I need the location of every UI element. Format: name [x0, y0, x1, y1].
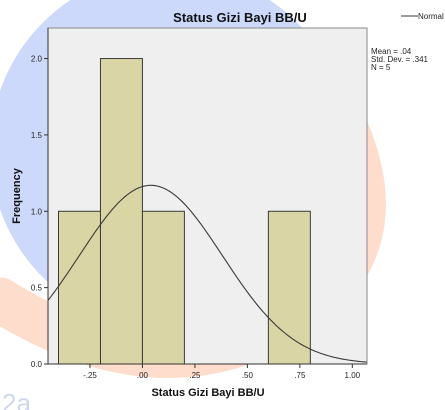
x-tick-label: .50 [242, 371, 254, 380]
y-tick-label: 1.5 [31, 131, 43, 140]
y-tick-label: 1.0 [31, 207, 43, 216]
legend: Normal [401, 12, 444, 21]
x-tick-label: .00 [137, 371, 149, 380]
histogram-bar [99, 58, 143, 365]
watermark-text: 2a [2, 388, 31, 410]
chart-title: Status Gizi Bayi BB/U [173, 10, 307, 25]
y-tick-label: 0.5 [31, 284, 43, 293]
y-tick-label: 2.0 [31, 55, 43, 64]
stats-std-dev: Std. Dev. = .341 [371, 55, 429, 64]
histogram-bar [141, 210, 185, 365]
x-tick-label: .75 [294, 371, 306, 380]
normal-curve [47, 184, 368, 363]
stats-n: N = 5 [371, 63, 391, 72]
x-tick-label: -.25 [83, 371, 97, 380]
histogram-bar [57, 210, 101, 365]
histogram-bars [57, 58, 311, 365]
y-axis-title: Frequency [11, 167, 23, 224]
histogram-bar [267, 210, 311, 365]
axes: -.25 .00 .25 .50 .75 1.00 0.0 0.5 1.0 1.5 2.0 [31, 28, 367, 380]
y-tick-label: 0.0 [31, 360, 43, 369]
x-tick-label: .25 [189, 371, 201, 380]
stats-mean: Mean = .04 [371, 47, 412, 56]
x-axis-title: Status Gizi Bayi BB/U [151, 387, 264, 399]
x-tick-label: 1.00 [345, 371, 361, 380]
legend-label-normal: Normal [418, 12, 444, 21]
